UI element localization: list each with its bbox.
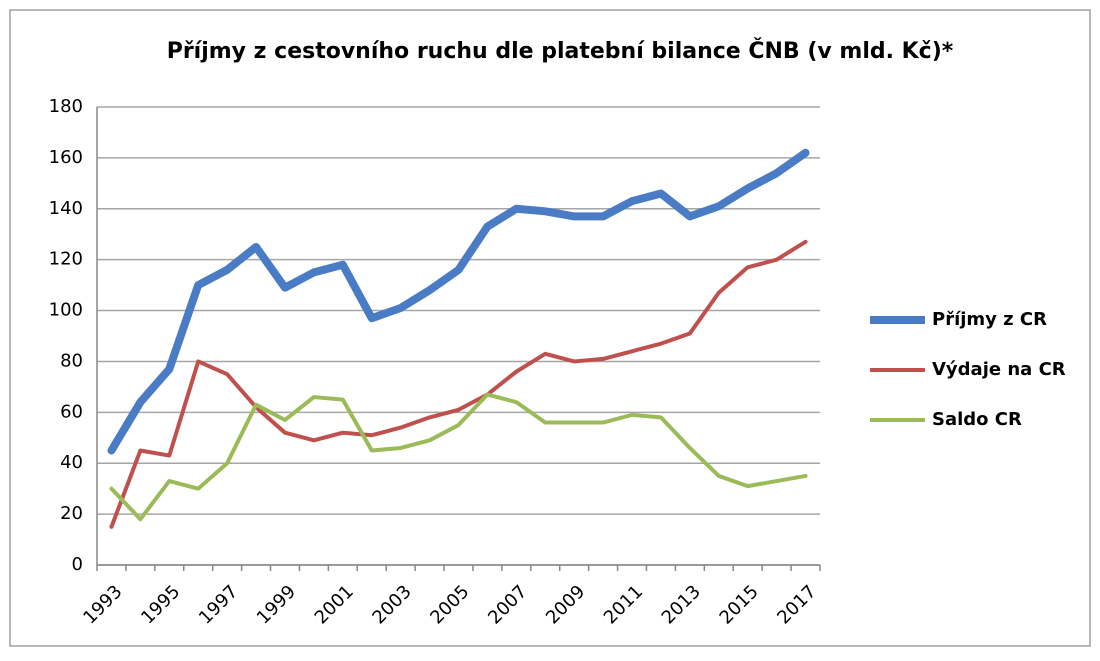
legend-label: Příjmy z CR [932, 309, 1047, 330]
y-tick-label: 80 [60, 350, 83, 371]
y-tick-label: 40 [60, 452, 83, 473]
y-tick-label: 100 [49, 300, 83, 321]
series-line [109, 239, 808, 529]
y-tick-label: 120 [49, 249, 83, 270]
legend-label: Výdaje na CR [932, 359, 1066, 380]
legend-label: Saldo CR [932, 409, 1022, 430]
chart-frame [9, 9, 1091, 647]
y-tick-label: 0 [72, 554, 83, 575]
chart-title: Příjmy z cestovního ruchu dle platební b… [167, 38, 954, 64]
y-tick-label: 60 [60, 401, 83, 422]
y-tick-label: 140 [49, 198, 83, 219]
y-tick-label: 160 [49, 147, 83, 168]
series-line [107, 148, 810, 455]
series-line [109, 392, 808, 522]
y-tick-label: 20 [60, 503, 83, 524]
y-tick-label: 180 [49, 96, 83, 117]
